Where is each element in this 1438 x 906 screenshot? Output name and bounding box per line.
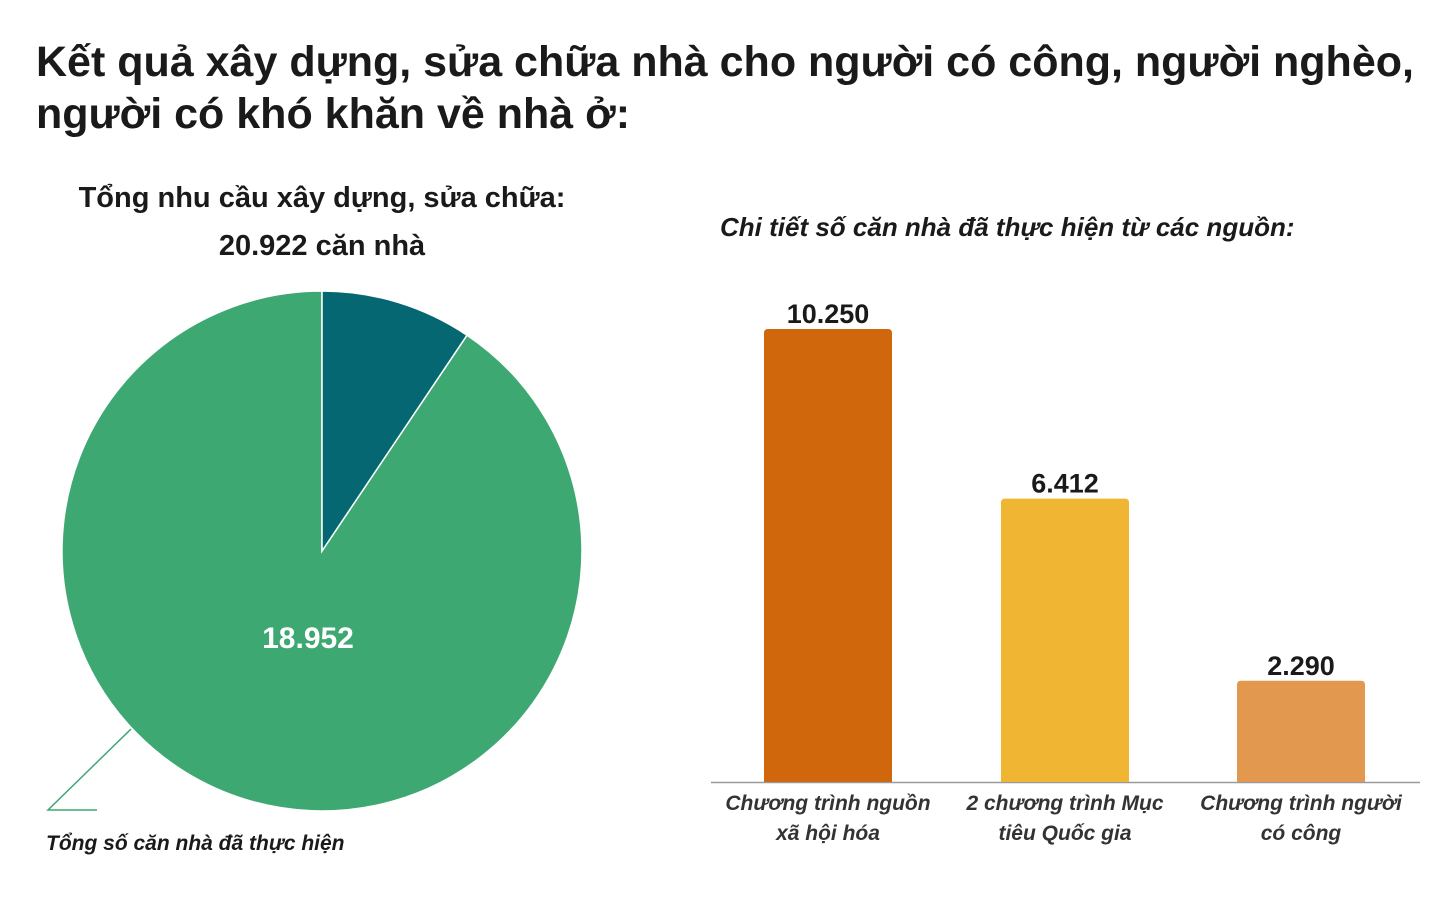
bar-category-label-2-line-2: tiêu Quốc gia (998, 822, 1131, 845)
bar-value-label-3: 2.290 (1267, 651, 1335, 681)
headline-line-1: Kết quả xây dựng, sửa chữa nhà cho người… (36, 38, 1414, 86)
pie-chart-subtitle: 20.922 căn nhà (218, 230, 426, 262)
bar-chart-title: Chi tiết số căn nhà đã thực hiện từ các … (720, 212, 1295, 242)
bar-category-label-1-line-1: Chương trình nguồn (725, 792, 930, 815)
bar-1 (764, 329, 892, 782)
bar-category-label-2-line-1: 2 chương trình Mục (965, 792, 1163, 815)
bar-value-label-1: 10.250 (787, 299, 870, 329)
headline-line-2: người có khó khăn về nhà ở: (36, 90, 631, 139)
headline: Kết quả xây dựng, sửa chữa nhà cho người… (36, 36, 1426, 141)
bar-category-label-3-line-2: có công (1261, 822, 1342, 845)
pie-value-label: 18.952 (262, 622, 354, 655)
pie-annotation: Tổng số căn nhà đã thực hiện (46, 832, 345, 855)
bar-category-label-1-line-2: xã hội hóa (775, 822, 880, 845)
bar-value-label-2: 6.412 (1031, 469, 1099, 499)
bar-3 (1237, 680, 1365, 782)
pie-chart-title: Tổng nhu cầu xây dựng, sửa chữa: (78, 182, 566, 214)
bar-2 (1001, 498, 1129, 782)
pie-leader-line (46, 728, 132, 811)
pie-slice-remaining (321, 290, 469, 554)
bar-category-label-3-line-1: Chương trình người (1200, 792, 1403, 815)
